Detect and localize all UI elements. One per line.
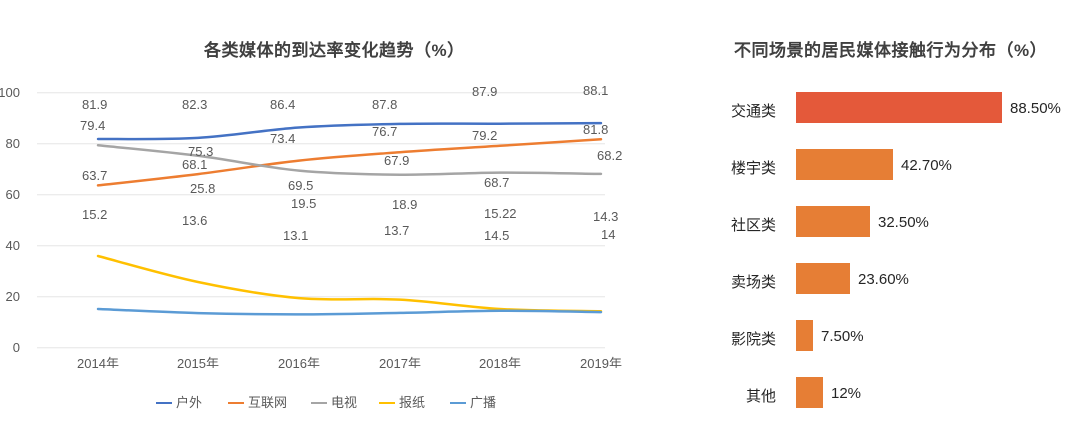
svg-text:2014年: 2014年 [77,356,119,368]
svg-text:60: 60 [6,187,20,202]
svg-text:2016年: 2016年 [278,356,320,368]
svg-text:2015年: 2015年 [177,356,219,368]
svg-text:2018年: 2018年 [479,356,521,368]
svg-text:20: 20 [6,289,20,304]
svg-text:2017年: 2017年 [379,356,421,368]
svg-text:2019年: 2019年 [580,356,622,368]
svg-text:80: 80 [6,136,20,151]
svg-text:40: 40 [6,238,20,253]
svg-text:0: 0 [13,340,20,355]
svg-text:100: 100 [0,85,20,100]
